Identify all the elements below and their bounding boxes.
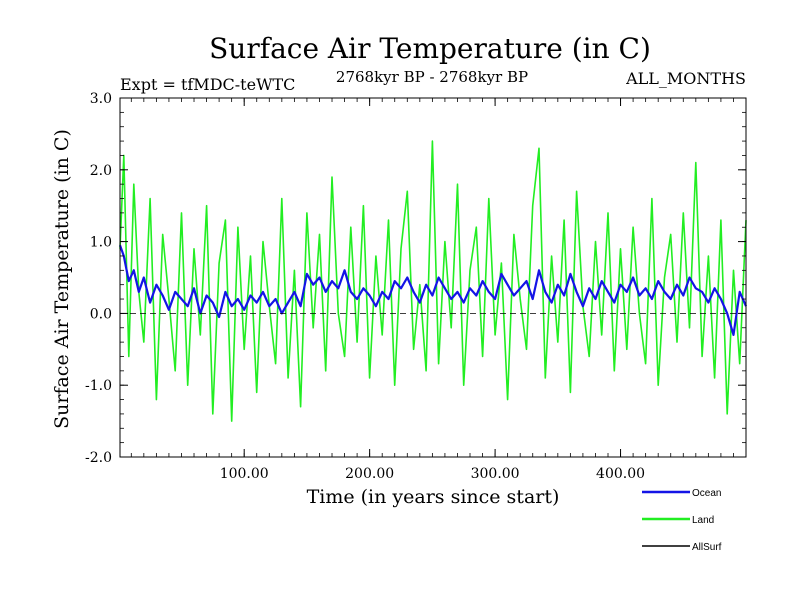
x-axis-label: Time (in years since start) [307, 486, 560, 508]
experiment-label: Expt = tfMDC-teWTC [120, 75, 295, 94]
x-tick-label: 200.00 [345, 466, 394, 482]
y-tick-label: 0.0 [90, 306, 112, 322]
series-line-land [119, 140, 747, 422]
x-tick-label: 400.00 [596, 466, 645, 482]
series-line-ocean [118, 244, 748, 336]
y-tick-label: 1.0 [90, 235, 112, 251]
y-tick-label: -1.0 [85, 378, 112, 394]
plot-frame [119, 97, 747, 458]
legend-label-land: Land [692, 515, 714, 526]
legend-label-allsurf: AllSurf [692, 542, 722, 553]
tick-layer: 3.0 2.0 1.0 0.0 -1.0 -2.0 100.00 200.00 300.00 40… [85, 91, 746, 482]
y-axis-label: Surface Air Temperature (in C) [51, 129, 73, 429]
x-tick-label: 100.00 [220, 466, 269, 482]
legend-label-ocean: Ocean [692, 488, 721, 499]
y-tick-label: 3.0 [90, 91, 112, 107]
plot-area: 3.0 2.0 1.0 0.0 -1.0 -2.0 100.00 200.00 300.00 40… [85, 91, 748, 482]
x-tick-label: 300.00 [471, 466, 520, 482]
chart-subtitle: 2768kyr BP - 2768kyr BP [336, 68, 528, 86]
legend: Ocean Land AllSurf [642, 488, 722, 553]
y-tick-label: 2.0 [90, 163, 112, 179]
months-label: ALL_MONTHS [625, 69, 746, 88]
y-tick-label: -2.0 [85, 450, 112, 466]
series-layer [118, 140, 748, 422]
chart-title: Surface Air Temperature (in C) [209, 32, 651, 65]
